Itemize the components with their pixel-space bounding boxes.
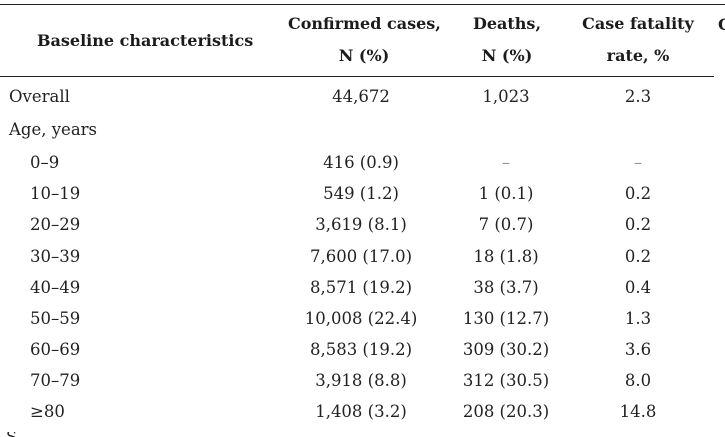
header-rule — [0, 76, 714, 77]
header-confirmed-cases-line2: N (%) — [338, 46, 390, 65]
row-label: Overall — [9, 87, 70, 106]
header-deaths-line2: N (%) — [481, 46, 533, 65]
header-partial-next-column: C — [718, 15, 725, 34]
cfr-cell: 0.2 — [624, 215, 652, 234]
row-label: 50–59 — [30, 309, 81, 328]
row-label: 30–39 — [30, 247, 81, 266]
cfr-cell: 14.8 — [619, 402, 657, 421]
row-label: 70–79 — [30, 371, 81, 390]
deaths-cell: 1,023 — [482, 87, 530, 106]
row-label: 60–69 — [30, 340, 81, 359]
cfr-cell: 8.0 — [624, 371, 652, 390]
deaths-cell: 7 (0.7) — [478, 215, 534, 234]
cases-cell: 3,619 (8.1) — [315, 215, 407, 234]
row-label: Age, years — [9, 120, 98, 139]
cases-cell: 8,571 (19.2) — [309, 278, 413, 297]
header-cfr-line1: Case fatality — [582, 14, 694, 33]
cases-cell: 44,672 — [332, 87, 390, 106]
header-baseline-characteristics: Baseline characteristics — [37, 31, 254, 50]
header-deaths-line1: Deaths, — [472, 14, 542, 33]
cases-cell: 10,008 (22.4) — [304, 309, 418, 328]
row-label: 10–19 — [30, 184, 81, 203]
deaths-cell: 208 (20.3) — [462, 402, 550, 421]
deaths-cell: – — [501, 153, 511, 172]
deaths-cell: 312 (30.5) — [462, 371, 550, 390]
cases-cell: 416 (0.9) — [323, 153, 399, 172]
row-label: ≥80 — [30, 402, 65, 421]
header-confirmed-cases-line1: Confirmed cases, — [288, 14, 441, 33]
deaths-cell: 38 (3.7) — [473, 278, 539, 297]
cfr-cell: 3.6 — [624, 340, 652, 359]
partial-next-row-glyph: S — [6, 432, 16, 437]
header-cfr-line2: rate, % — [606, 46, 670, 65]
cfr-cell: 0.2 — [624, 247, 652, 266]
cfr-cell: 0.4 — [624, 278, 652, 297]
top-rule — [0, 4, 725, 5]
row-label: 0–9 — [30, 153, 60, 172]
row-label: 20–29 — [30, 215, 81, 234]
cases-cell: 8,583 (19.2) — [309, 340, 413, 359]
row-label: 40–49 — [30, 278, 81, 297]
cases-cell: 549 (1.2) — [323, 184, 399, 203]
cfr-cell: 0.2 — [624, 184, 652, 203]
cases-cell: 1,408 (3.2) — [315, 402, 407, 421]
deaths-cell: 18 (1.8) — [473, 247, 539, 266]
cases-cell: 3,918 (8.8) — [315, 371, 407, 390]
cfr-cell: – — [633, 153, 643, 172]
cases-cell: 7,600 (17.0) — [309, 247, 413, 266]
deaths-cell: 1 (0.1) — [478, 184, 534, 203]
cfr-cell: 1.3 — [624, 309, 652, 328]
deaths-cell: 130 (12.7) — [462, 309, 550, 328]
cfr-cell: 2.3 — [624, 87, 652, 106]
deaths-cell: 309 (30.2) — [462, 340, 550, 359]
